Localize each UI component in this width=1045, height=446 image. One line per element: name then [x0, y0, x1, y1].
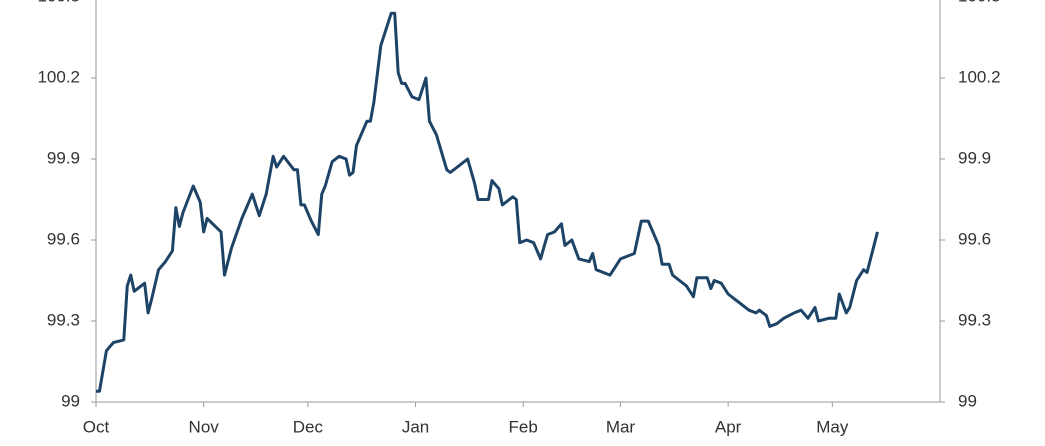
- line-series: [96, 11, 879, 393]
- y-tick-label: 99.9: [47, 148, 80, 167]
- x-tick-label: Dec: [293, 417, 324, 436]
- y2-tick-label: 100.2: [958, 67, 1001, 86]
- x-tick-label: Oct: [83, 417, 110, 436]
- x-tick-label: Jan: [402, 417, 429, 436]
- x-tick-label: Apr: [715, 417, 742, 436]
- y2-tick-label: 99: [958, 391, 977, 410]
- y2-tick-label: 100.5: [958, 0, 1001, 5]
- y2-tick-label: 99.3: [958, 310, 991, 329]
- y2-tick-label: 99.9: [958, 148, 991, 167]
- y2-tick-label: 99.6: [958, 229, 991, 248]
- x-tick-label: Feb: [509, 417, 538, 436]
- y-tick-label: 100.2: [37, 67, 80, 86]
- x-tick-label: Mar: [606, 417, 636, 436]
- y-tick-label: 99.3: [47, 310, 80, 329]
- x-tick-label: May: [816, 417, 849, 436]
- y-tick-label: 99.6: [47, 229, 80, 248]
- y-tick-label: 100.5: [37, 0, 80, 5]
- x-tick-label: Nov: [189, 417, 220, 436]
- y-tick-label: 99: [61, 391, 80, 410]
